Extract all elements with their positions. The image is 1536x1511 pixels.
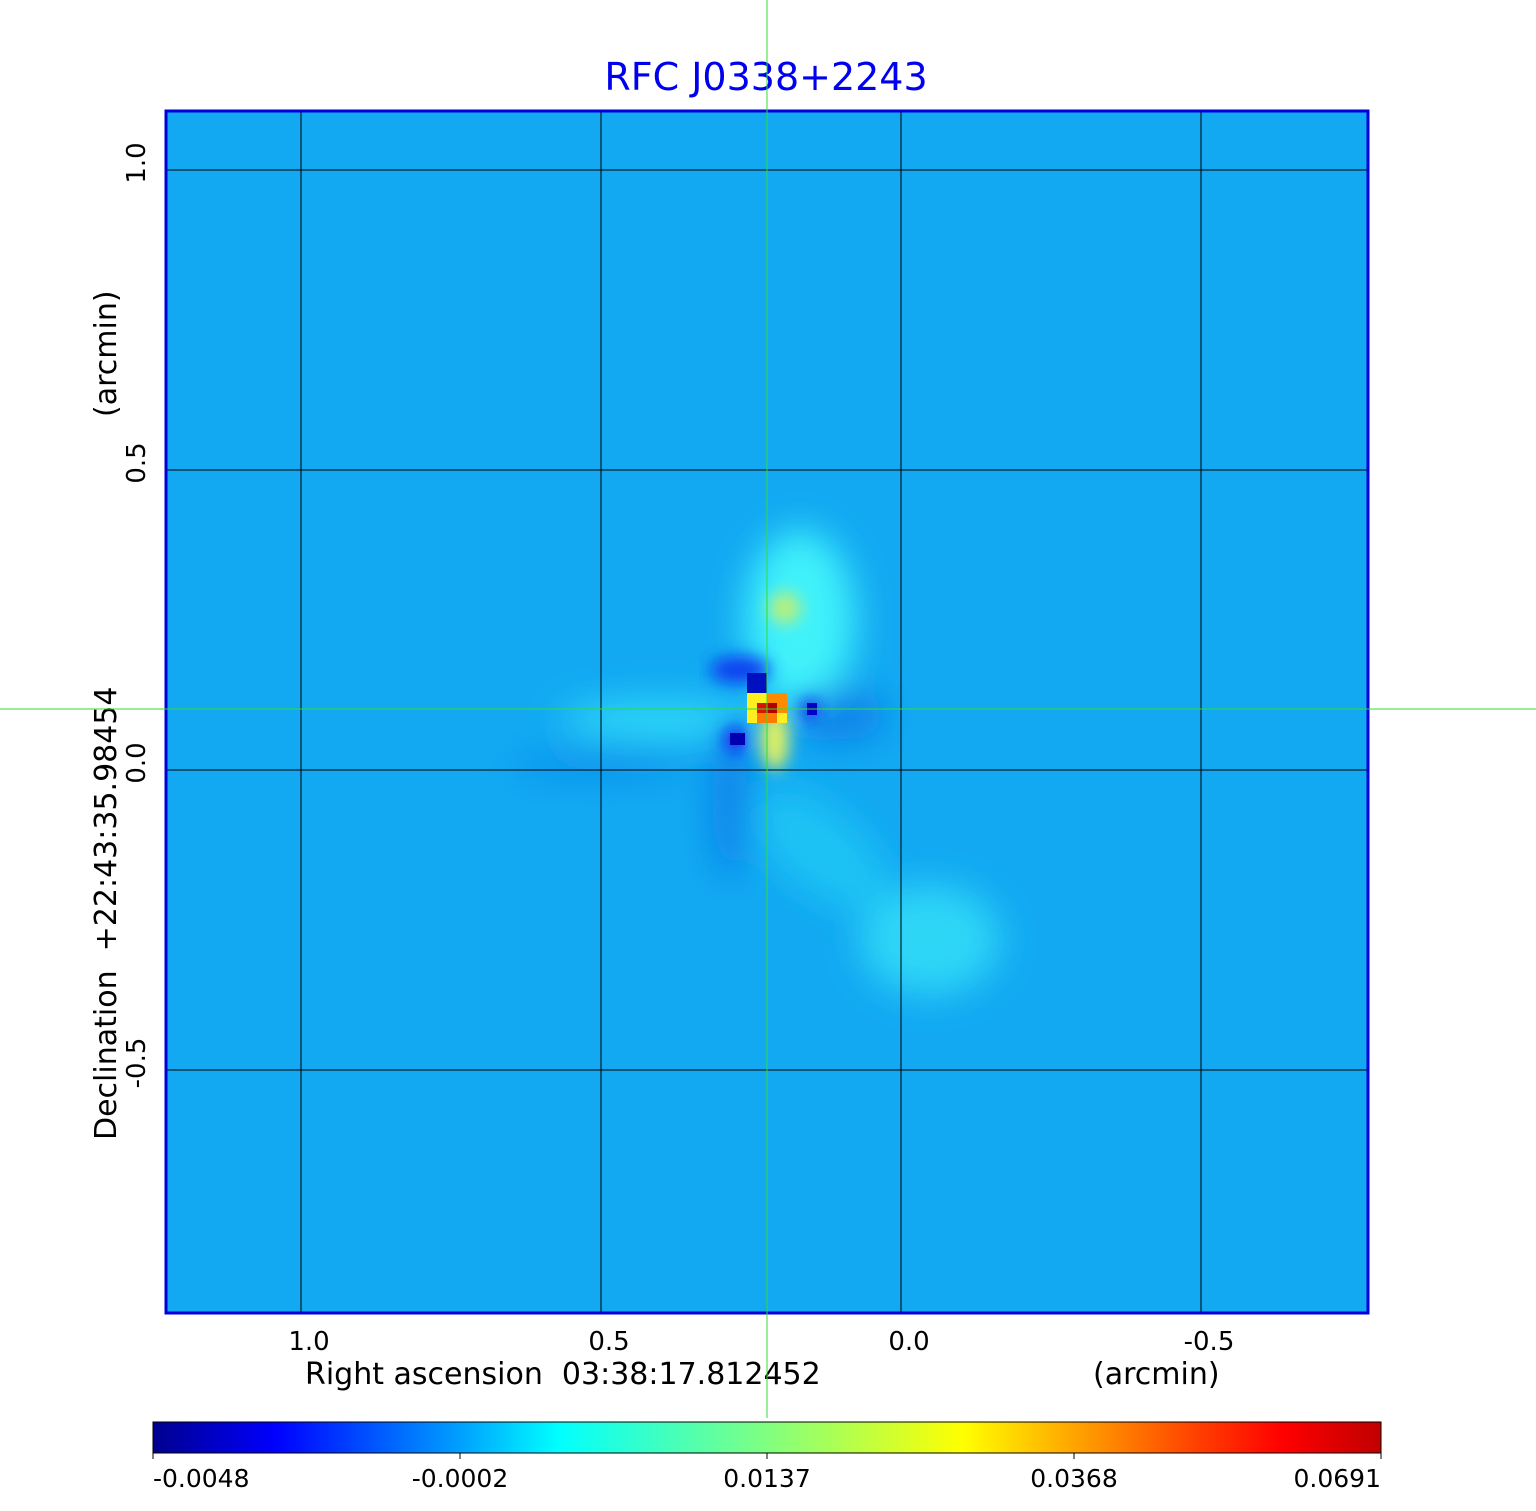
colorbar-tick-label: 0.0691 <box>1294 1464 1381 1493</box>
colorbar-tick-label: 0.0137 <box>723 1464 810 1493</box>
y-tick-label: 0.5 <box>122 442 152 483</box>
chart-title: RFC J0338+2243 <box>604 55 927 99</box>
x-tick-labels: 1.0 0.5 0.0 -0.5 <box>288 1327 1234 1357</box>
y-tick-labels: 1.0 0.5 0.0 -0.5 <box>122 142 152 1088</box>
colorbar <box>152 1421 1382 1454</box>
source-core <box>710 592 820 770</box>
y-tick-label: 0.0 <box>122 742 152 783</box>
x-tick-label: 0.0 <box>888 1327 929 1357</box>
diffuse-emission <box>510 530 1000 995</box>
y-axis-title: Declination +22:43:35.98454 <box>89 686 124 1140</box>
y-tick-label: -0.5 <box>122 1038 152 1089</box>
x-tick-label: -0.5 <box>1184 1327 1235 1357</box>
y-axis-unit: (arcmin) <box>89 290 124 417</box>
x-axis-unit: (arcmin) <box>1093 1357 1220 1392</box>
x-tick-label: 1.0 <box>288 1327 329 1357</box>
colorbar-ticks: -0.0048 -0.0002 0.0137 0.0368 0.0691 <box>152 1453 1382 1493</box>
y-tick-label: 1.0 <box>122 142 152 183</box>
x-tick-label: 0.5 <box>588 1327 629 1357</box>
x-axis-title: Right ascension 03:38:17.812452 <box>305 1357 821 1392</box>
colorbar-tick-label: -0.0002 <box>412 1464 509 1493</box>
colorbar-tick-label: 0.0368 <box>1030 1464 1117 1493</box>
crosshair <box>0 0 1536 1418</box>
colorbar-tick-label: -0.0048 <box>153 1464 250 1493</box>
